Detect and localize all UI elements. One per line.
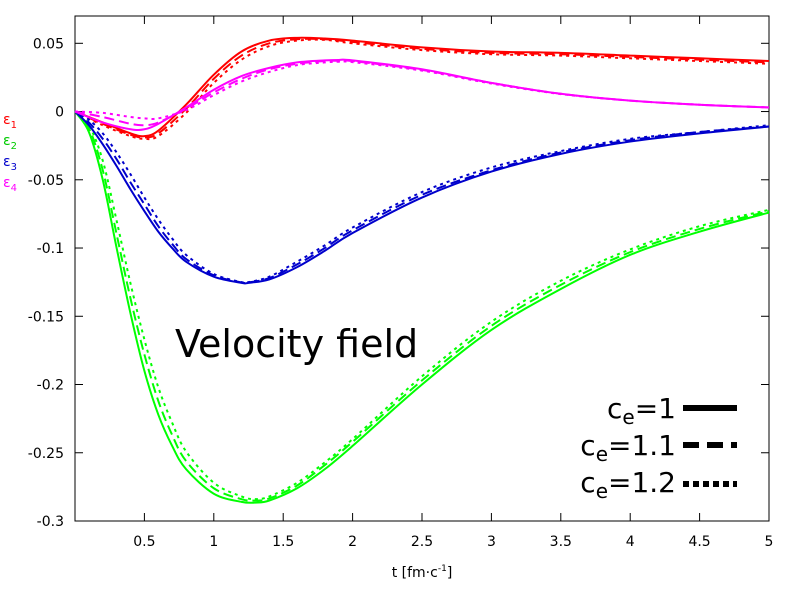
x-tick-label: 3: [487, 534, 496, 550]
y-tick-label: -0.25: [28, 446, 64, 462]
annotation-velocity-field: Velocity field: [175, 322, 418, 366]
x-tick-label: 4.5: [688, 534, 710, 550]
series-line: [74, 38, 770, 141]
x-tick-label: 2.5: [411, 534, 433, 550]
series-line: [74, 36, 770, 138]
y-tick-label: -0.1: [37, 241, 64, 257]
legend-label-3: ce=1.2: [580, 466, 676, 503]
series-line: [74, 110, 770, 502]
x-tick-labels: 0.5 1 1.5 2 2.5 3 3.5 4 4.5 5: [133, 534, 773, 550]
x-axis-label: t [fm·c-1]: [392, 564, 453, 581]
series-line: [74, 37, 770, 139]
tick-marks: [75, 16, 770, 522]
x-tick-label: 5: [765, 534, 774, 550]
x-tick-label: 1.5: [272, 534, 294, 550]
series-line: [74, 60, 770, 121]
ylabel-eps3: ε3: [3, 154, 17, 173]
legend-label-1: ce=1: [607, 392, 676, 429]
y-tick-label: -0.05: [28, 173, 64, 189]
x-tick-label: 2: [348, 534, 357, 550]
legend-label-2: ce=1.1: [580, 429, 676, 466]
y-tick-label: -0.3: [37, 514, 64, 530]
x-tick-label: 3.5: [550, 534, 572, 550]
x-tick-label: 4: [626, 534, 635, 550]
ylabel-eps2: ε2: [3, 133, 17, 152]
series-line: [74, 110, 770, 504]
series-line: [74, 110, 770, 285]
ylabel-eps1: ε1: [3, 112, 17, 131]
y-tick-labels: 0.05 0 -0.05 -0.1 -0.15 -0.2 -0.25 -0.3: [28, 36, 64, 530]
series-line: [74, 59, 770, 127]
series-line: [74, 110, 770, 285]
legend: ce=1 ce=1.1 ce=1.2: [580, 392, 737, 503]
x-tick-label: 1: [209, 534, 218, 550]
y-tick-label: -0.15: [28, 309, 64, 325]
ylabel-eps4: ε4: [3, 175, 17, 194]
series-layer: [74, 36, 770, 504]
y-axis-labels: ε1 ε2 ε3 ε4: [3, 112, 17, 194]
y-tick-label: -0.2: [37, 378, 64, 394]
y-tick-label: 0: [55, 105, 64, 121]
y-tick-label: 0.05: [33, 36, 64, 52]
x-tick-label: 0.5: [133, 534, 155, 550]
